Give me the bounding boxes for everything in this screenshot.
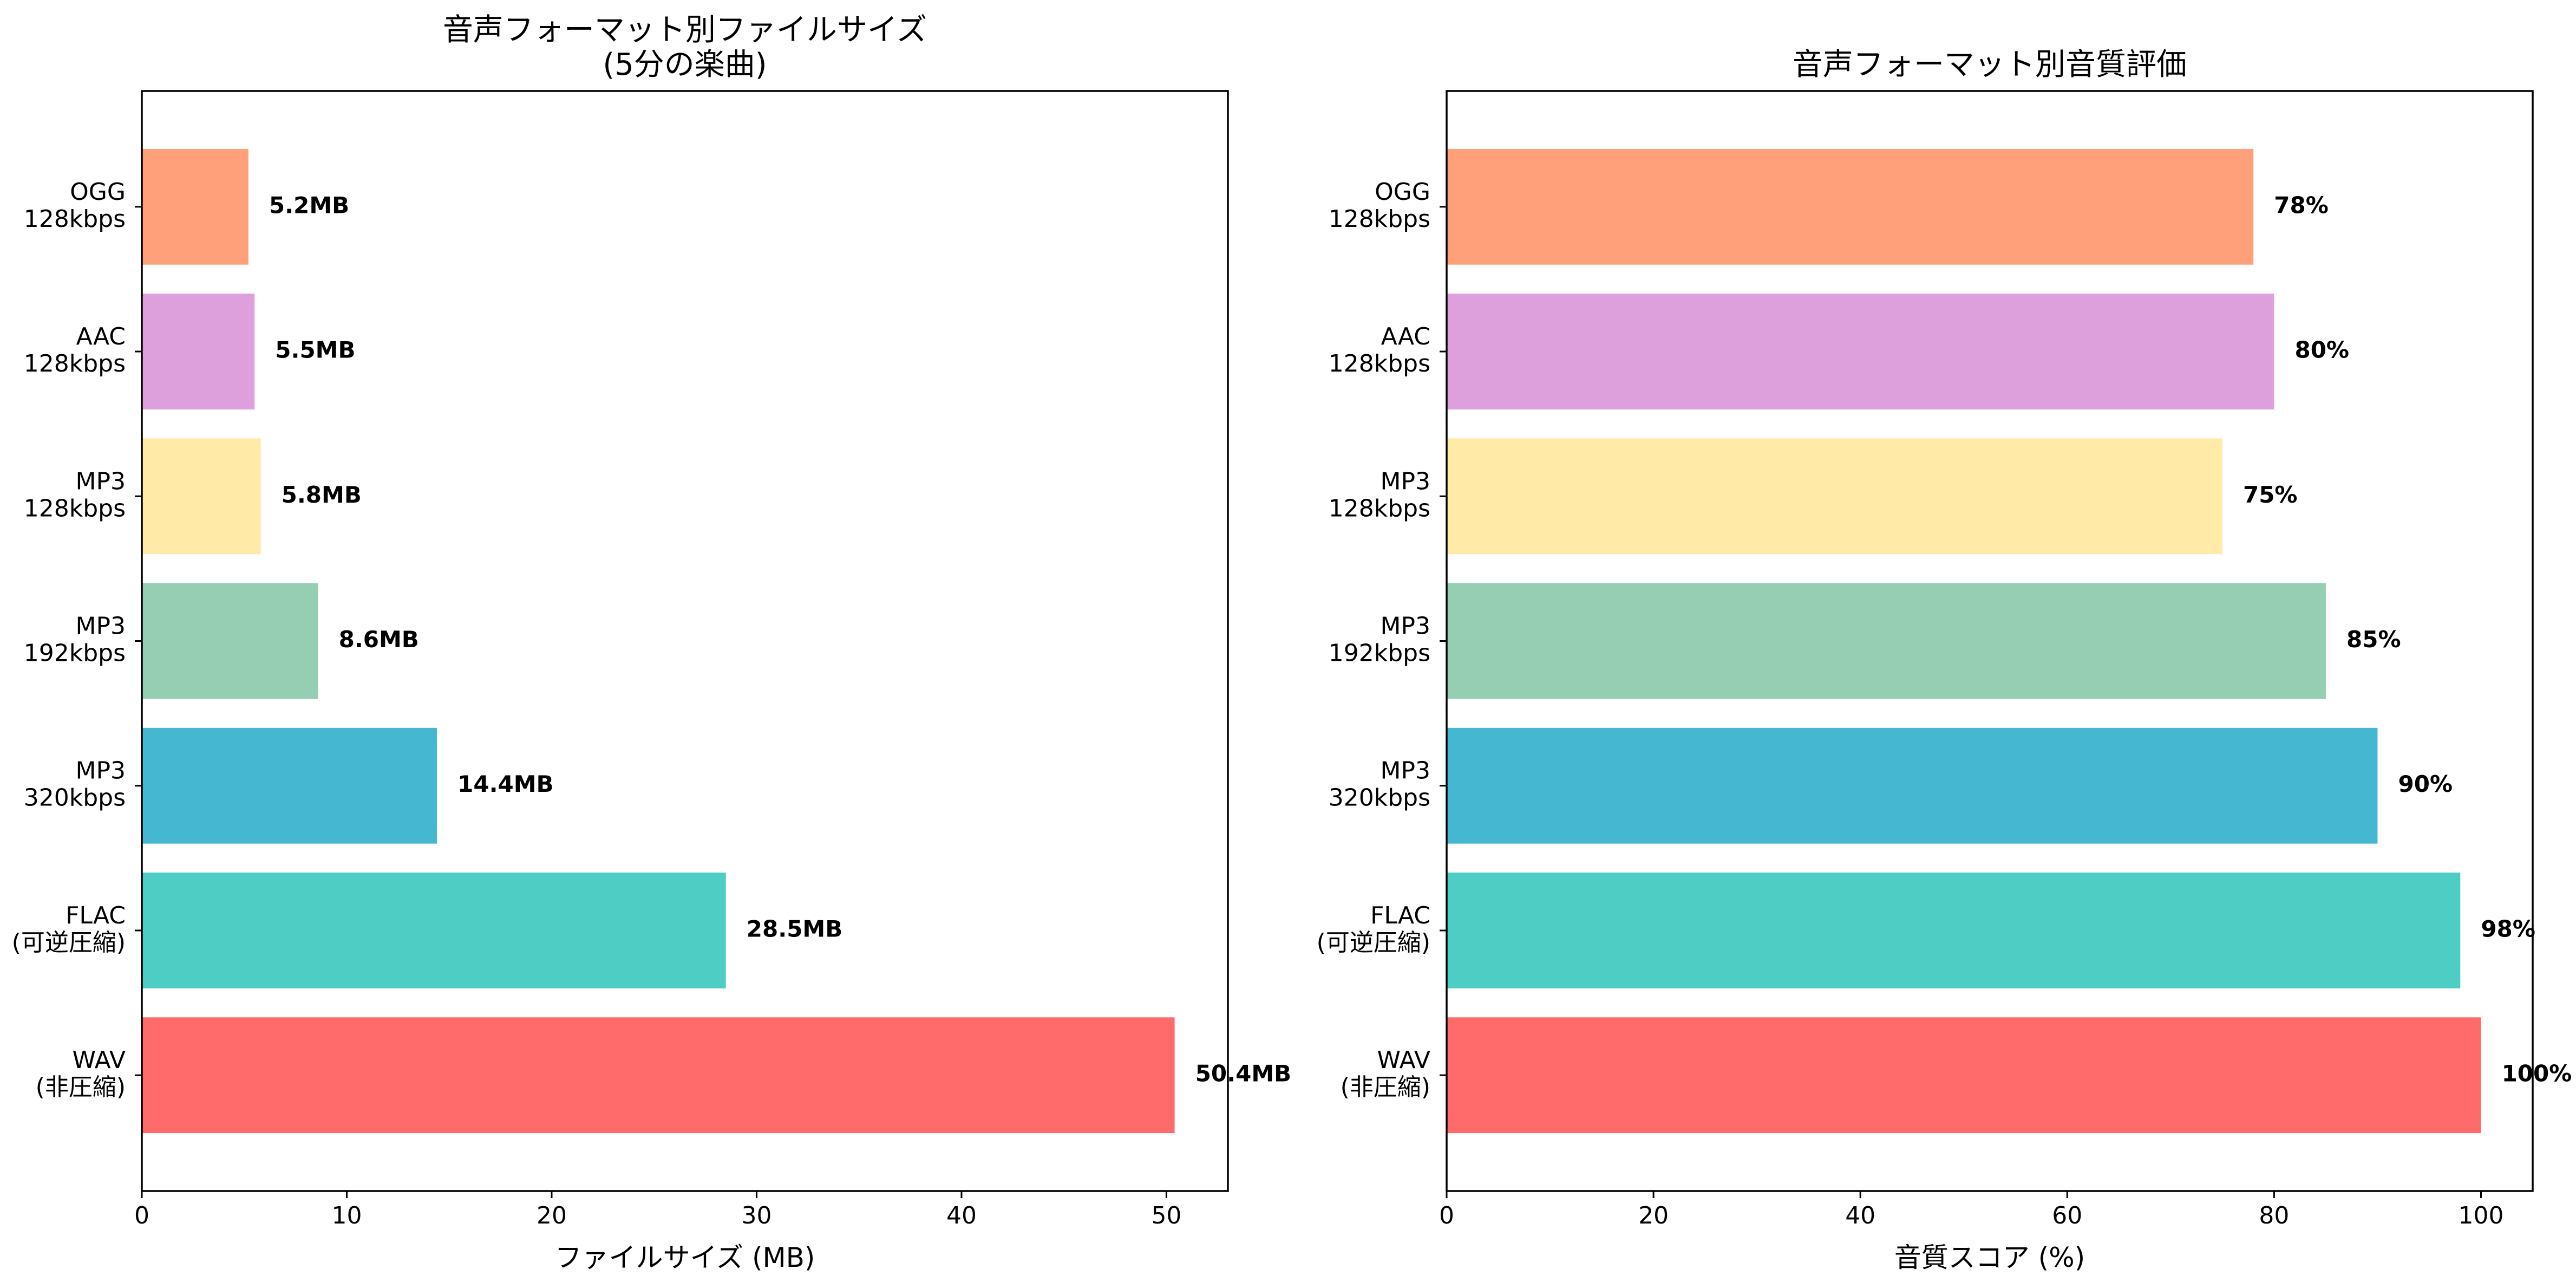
x-tick-label-4: 40 (946, 1202, 977, 1229)
x-axis-label: ファイルサイズ (MB) (555, 1242, 815, 1273)
y-tick-label-0: WAV (非圧縮) (36, 1046, 126, 1101)
bar-1 (1447, 873, 2461, 988)
y-tick-label-1: FLAC (可逆圧縮) (1317, 902, 1430, 956)
bar-3 (1447, 583, 2326, 699)
y-tick-label-4: MP3 128kbps (24, 467, 126, 522)
x-tick-label-2: 40 (1845, 1202, 1875, 1229)
chart-title: 音声フォーマット別ファイルサイズ(5分の楽曲) (443, 12, 927, 82)
x-tick-label-1: 10 (331, 1202, 362, 1229)
x-tick-label-3: 30 (741, 1202, 772, 1229)
data-label-2: 90% (2398, 771, 2453, 797)
data-label-6: 78% (2274, 192, 2329, 218)
y-tick-label-4: MP3 128kbps (1329, 467, 1430, 522)
chart-title: 音声フォーマット別音質評価 (1793, 47, 2187, 82)
y-tick-label-6: OGG 128kbps (1329, 178, 1430, 233)
y-tick-label-5: AAC 128kbps (1329, 323, 1430, 378)
y-tick-label-5: AAC 128kbps (24, 323, 126, 378)
data-label-4: 5.8MB (282, 481, 362, 508)
bar-6 (142, 148, 249, 265)
bar-4 (142, 438, 261, 555)
x-tick-label-0: 0 (1439, 1202, 1454, 1229)
chart-audio-quality: 100% 98% 90% 85% 75% 80% 78% WAV (非圧縮) FLAC (可逆圧縮)… (1317, 47, 2572, 1273)
bar-2 (142, 727, 437, 844)
x-tick-label-0: 0 (134, 1202, 149, 1229)
data-label-1: 98% (2481, 915, 2535, 942)
y-tick-label-3: MP3 192kbps (1329, 613, 1430, 667)
bar-3 (142, 583, 318, 699)
data-label-2: 14.4MB (457, 771, 553, 797)
data-label-1: 28.5MB (747, 915, 842, 942)
data-label-3: 8.6MB (339, 626, 419, 653)
bar-5 (1447, 294, 2274, 409)
bar-1 (142, 873, 726, 988)
chart-file-size: 50.4MB 28.5MB 14.4MB 8.6MB 5.8MB 5.5MB 5.2MB WA… (12, 12, 1291, 1273)
y-tick-label-2: MP3 320kbps (1329, 757, 1430, 812)
y-tick-label-2: MP3 320kbps (24, 757, 126, 812)
y-tick-label-3: MP3 192kbps (24, 613, 126, 667)
data-label-6: 5.2MB (269, 192, 349, 218)
x-tick-label-2: 20 (537, 1202, 567, 1229)
bar-6 (1447, 148, 2254, 265)
data-label-0: 100% (2502, 1060, 2572, 1087)
x-tick-label-1: 20 (1638, 1202, 1669, 1229)
y-tick-label-0: WAV (非圧縮) (1341, 1046, 1430, 1101)
bar-4 (1447, 438, 2222, 555)
x-tick-label-4: 80 (2259, 1202, 2289, 1229)
x-tick-label-3: 60 (2052, 1202, 2082, 1229)
data-label-0: 50.4MB (1195, 1060, 1291, 1087)
bar-2 (1447, 727, 2378, 844)
y-tick-label-6: OGG 128kbps (24, 178, 126, 233)
data-label-5: 5.5MB (275, 337, 355, 363)
data-label-5: 80% (2294, 337, 2349, 363)
bar-0 (142, 1017, 1175, 1134)
bar-0 (1447, 1017, 2481, 1134)
x-tick-label-5: 100 (2458, 1202, 2503, 1229)
x-tick-label-5: 50 (1151, 1202, 1181, 1229)
y-tick-label-1: FLAC (可逆圧縮) (12, 902, 126, 956)
x-axis-label: 音質スコア (%) (1894, 1242, 2085, 1273)
data-label-3: 85% (2346, 626, 2401, 653)
data-label-4: 75% (2243, 481, 2298, 508)
bar-5 (142, 294, 255, 409)
